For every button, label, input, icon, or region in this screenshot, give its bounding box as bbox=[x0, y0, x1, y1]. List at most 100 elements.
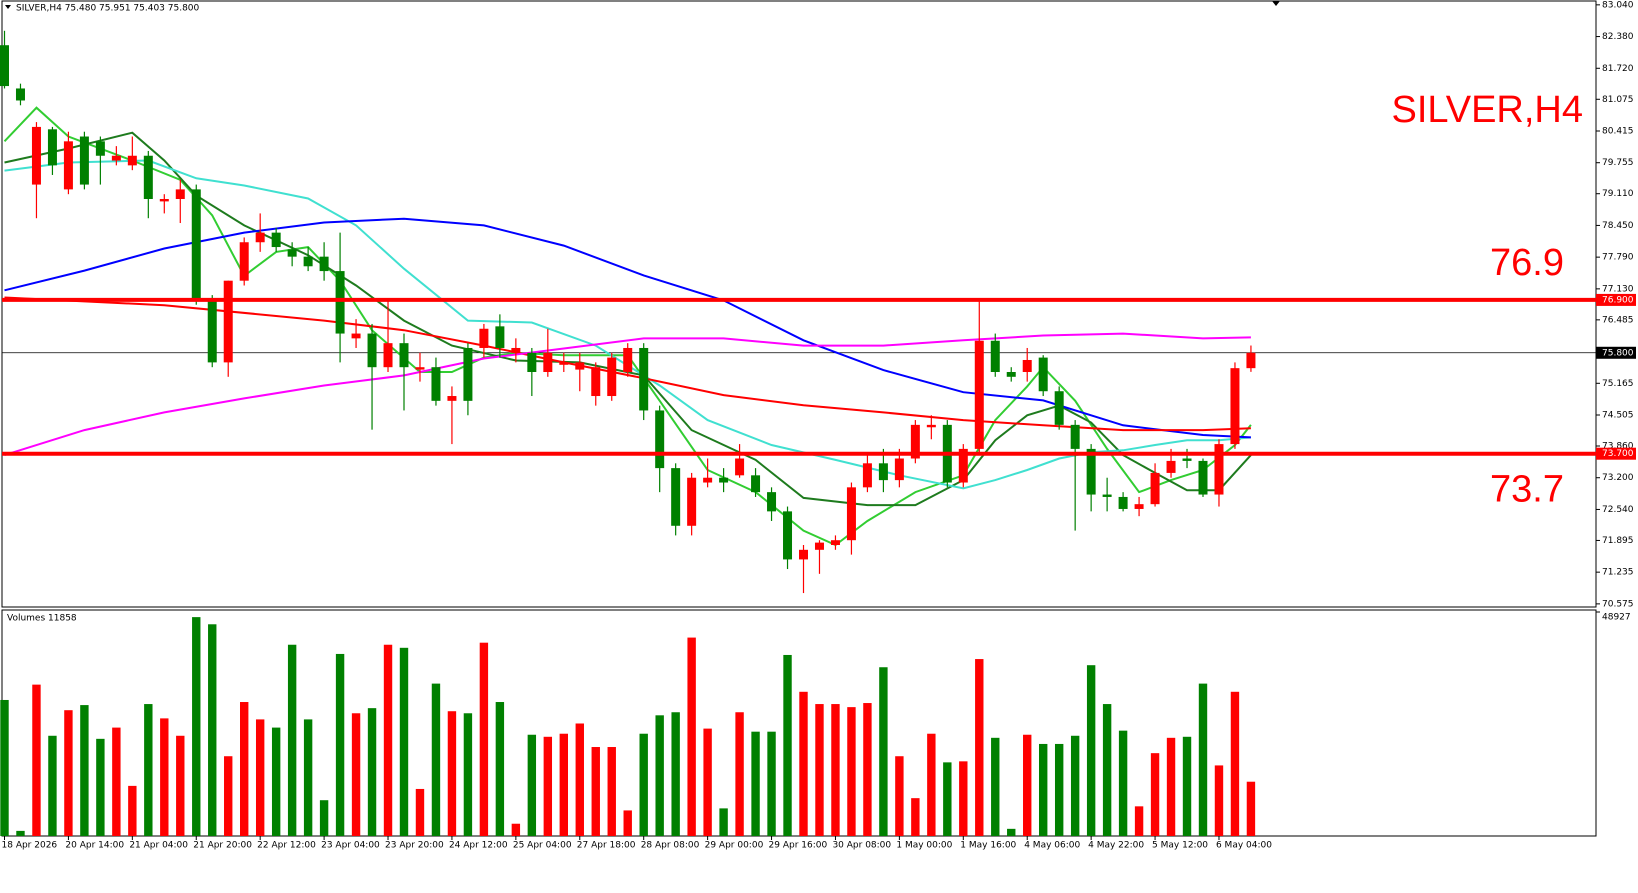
x-tick-label: 4 May 22:00 bbox=[1088, 841, 1144, 851]
candle-body bbox=[479, 328, 489, 348]
candle-body bbox=[1006, 372, 1016, 377]
candle-body bbox=[575, 362, 585, 370]
x-tick-label: 1 May 00:00 bbox=[896, 841, 952, 851]
volume-bar bbox=[1198, 683, 1208, 836]
candle-body bbox=[926, 424, 936, 428]
candle-body bbox=[767, 492, 777, 512]
volume-bar bbox=[879, 667, 888, 836]
volume-bar bbox=[639, 733, 648, 836]
volume-bar bbox=[1118, 730, 1128, 836]
volume-bar bbox=[527, 734, 537, 836]
volume-bar bbox=[495, 702, 505, 836]
volume-bar bbox=[48, 735, 57, 836]
volume-bar bbox=[1166, 737, 1176, 836]
candle-body bbox=[1086, 448, 1096, 495]
volume-bar bbox=[991, 737, 1000, 836]
candle-body bbox=[15, 88, 25, 101]
volume-bar bbox=[224, 756, 233, 836]
volume-bar bbox=[1054, 743, 1064, 836]
volume-bar bbox=[671, 712, 680, 836]
volume-bar bbox=[799, 691, 808, 836]
candle-body bbox=[1134, 504, 1144, 509]
candle-body bbox=[1182, 458, 1192, 461]
volume-bar bbox=[479, 642, 489, 836]
x-tick-label: 21 Apr 20:00 bbox=[193, 841, 252, 851]
volume-bar bbox=[751, 731, 760, 836]
candle-body bbox=[495, 326, 505, 348]
x-tick-label: 21 Apr 04:00 bbox=[129, 841, 188, 851]
moving-average bbox=[4, 217, 1251, 439]
y-tick-label: 73.200 bbox=[1602, 473, 1634, 483]
candle-body bbox=[1070, 424, 1080, 449]
candle-body bbox=[1054, 391, 1064, 425]
volume-bar bbox=[687, 637, 696, 836]
candle-body bbox=[814, 542, 824, 550]
volume-bar bbox=[208, 624, 217, 836]
candle-body bbox=[1022, 359, 1032, 373]
y-tick-label: 77.790 bbox=[1602, 253, 1634, 263]
volume-bar bbox=[1214, 765, 1224, 836]
volume-bar bbox=[623, 810, 632, 836]
candle-body bbox=[367, 333, 377, 368]
candle-body bbox=[1102, 494, 1112, 497]
y-tick-label: 71.895 bbox=[1602, 536, 1634, 546]
y-tick-label: 80.415 bbox=[1602, 126, 1634, 136]
candle-body bbox=[719, 477, 729, 483]
x-tick-label: 23 Apr 20:00 bbox=[385, 841, 444, 851]
candle-body bbox=[223, 280, 233, 363]
shift-marker bbox=[1272, 1, 1280, 6]
volume-bar bbox=[927, 733, 936, 836]
candle-body bbox=[1198, 460, 1208, 495]
volume-bar bbox=[1070, 735, 1080, 836]
x-tick-label: 1 May 16:00 bbox=[960, 841, 1016, 851]
volume-bar bbox=[80, 705, 89, 836]
volume-bar bbox=[831, 704, 840, 836]
x-tick-label: 30 Apr 08:00 bbox=[832, 841, 891, 851]
volume-bar bbox=[64, 710, 73, 836]
y-tick-label: 77.130 bbox=[1602, 284, 1634, 294]
volume-bar bbox=[176, 735, 185, 836]
candle-body bbox=[47, 129, 57, 166]
volume-bar bbox=[591, 747, 600, 836]
volume-bar bbox=[575, 723, 584, 836]
y-tick-label: 72.540 bbox=[1602, 505, 1634, 515]
candle-body bbox=[175, 189, 185, 199]
volume-bar bbox=[319, 800, 329, 836]
candle-body bbox=[543, 352, 553, 373]
volume-bar bbox=[1246, 781, 1256, 836]
menu-arrow[interactable] bbox=[5, 5, 11, 9]
candle-body bbox=[990, 340, 1000, 373]
volume-bar bbox=[144, 704, 153, 836]
moving-average bbox=[4, 332, 1251, 457]
volume-bar bbox=[255, 719, 265, 836]
volume-bar bbox=[655, 715, 664, 836]
volume-bar bbox=[431, 683, 441, 836]
candle-body bbox=[751, 475, 761, 493]
candle-body bbox=[591, 367, 601, 397]
volume-bar bbox=[943, 762, 952, 836]
y-tick-label: 71.235 bbox=[1602, 568, 1634, 578]
volume-bar bbox=[1182, 736, 1192, 836]
x-tick-label: 25 Apr 04:00 bbox=[513, 841, 572, 851]
candle-body bbox=[735, 458, 745, 476]
volume-bar bbox=[511, 823, 521, 836]
volume-bar bbox=[863, 703, 872, 836]
volume-bar bbox=[847, 707, 856, 836]
volume-bar bbox=[1007, 828, 1016, 836]
candle-body bbox=[63, 141, 73, 190]
volume-bar bbox=[607, 747, 616, 836]
candle-body bbox=[271, 232, 281, 248]
volume-bar bbox=[719, 808, 728, 836]
level-badge bbox=[1596, 293, 1636, 306]
candle-body bbox=[910, 424, 920, 459]
candle-body bbox=[511, 347, 521, 353]
volume-bar bbox=[160, 718, 169, 836]
candle-body bbox=[303, 256, 313, 267]
volume-bar bbox=[128, 785, 137, 836]
candle-body bbox=[655, 410, 665, 469]
candle-body bbox=[1118, 496, 1128, 509]
level-label: 76.9 bbox=[1490, 242, 1564, 284]
candle-body bbox=[1166, 460, 1176, 473]
price-badge-label: 75.800 bbox=[1602, 348, 1634, 358]
volume-bar bbox=[351, 713, 361, 836]
